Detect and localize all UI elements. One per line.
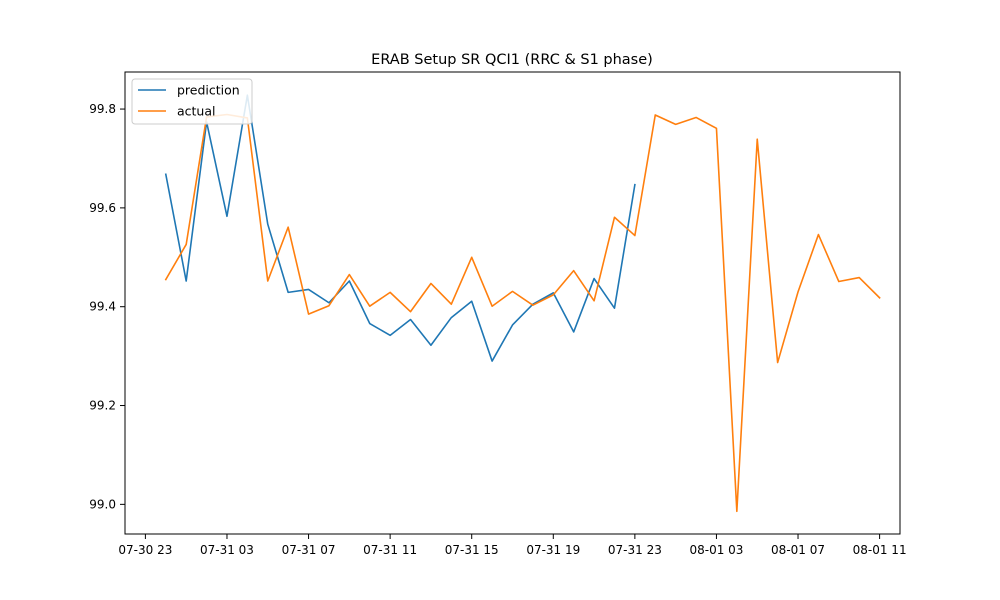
x-tick-label: 08-01 11 (853, 543, 907, 557)
legend-label-prediction: prediction (177, 83, 240, 98)
y-axis: 99.0 99.2 99.4 99.6 99.8 (89, 102, 125, 511)
y-tick-label: 99.8 (89, 102, 116, 116)
x-tick-label: 07-31 03 (200, 543, 254, 557)
x-tick-label: 07-30 23 (118, 543, 172, 557)
x-tick-label: 07-31 11 (363, 543, 417, 557)
x-tick-label: 08-01 07 (771, 543, 825, 557)
chart-title: ERAB Setup SR QCI1 (RRC & S1 phase) (371, 52, 653, 68)
y-tick-label: 99.6 (89, 201, 116, 215)
y-tick-label: 99.2 (89, 399, 116, 413)
x-tick-label: 07-31 19 (526, 543, 580, 557)
x-tick-label: 07-31 15 (445, 543, 499, 557)
x-tick-label: 07-31 23 (608, 543, 662, 557)
x-tick-label: 07-31 07 (282, 543, 336, 557)
legend-label-actual: actual (177, 104, 216, 119)
plot-frame (124, 71, 901, 535)
x-axis: 07-30 23 07-31 03 07-31 07 07-31 11 07-31 15… (118, 534, 907, 557)
x-tick-label: 08-01 03 (689, 543, 743, 557)
y-tick-label: 99.0 (89, 497, 116, 511)
series-line-actual (164, 113, 881, 513)
legend: prediction actual (131, 78, 253, 125)
y-tick-label: 99.4 (89, 300, 116, 314)
